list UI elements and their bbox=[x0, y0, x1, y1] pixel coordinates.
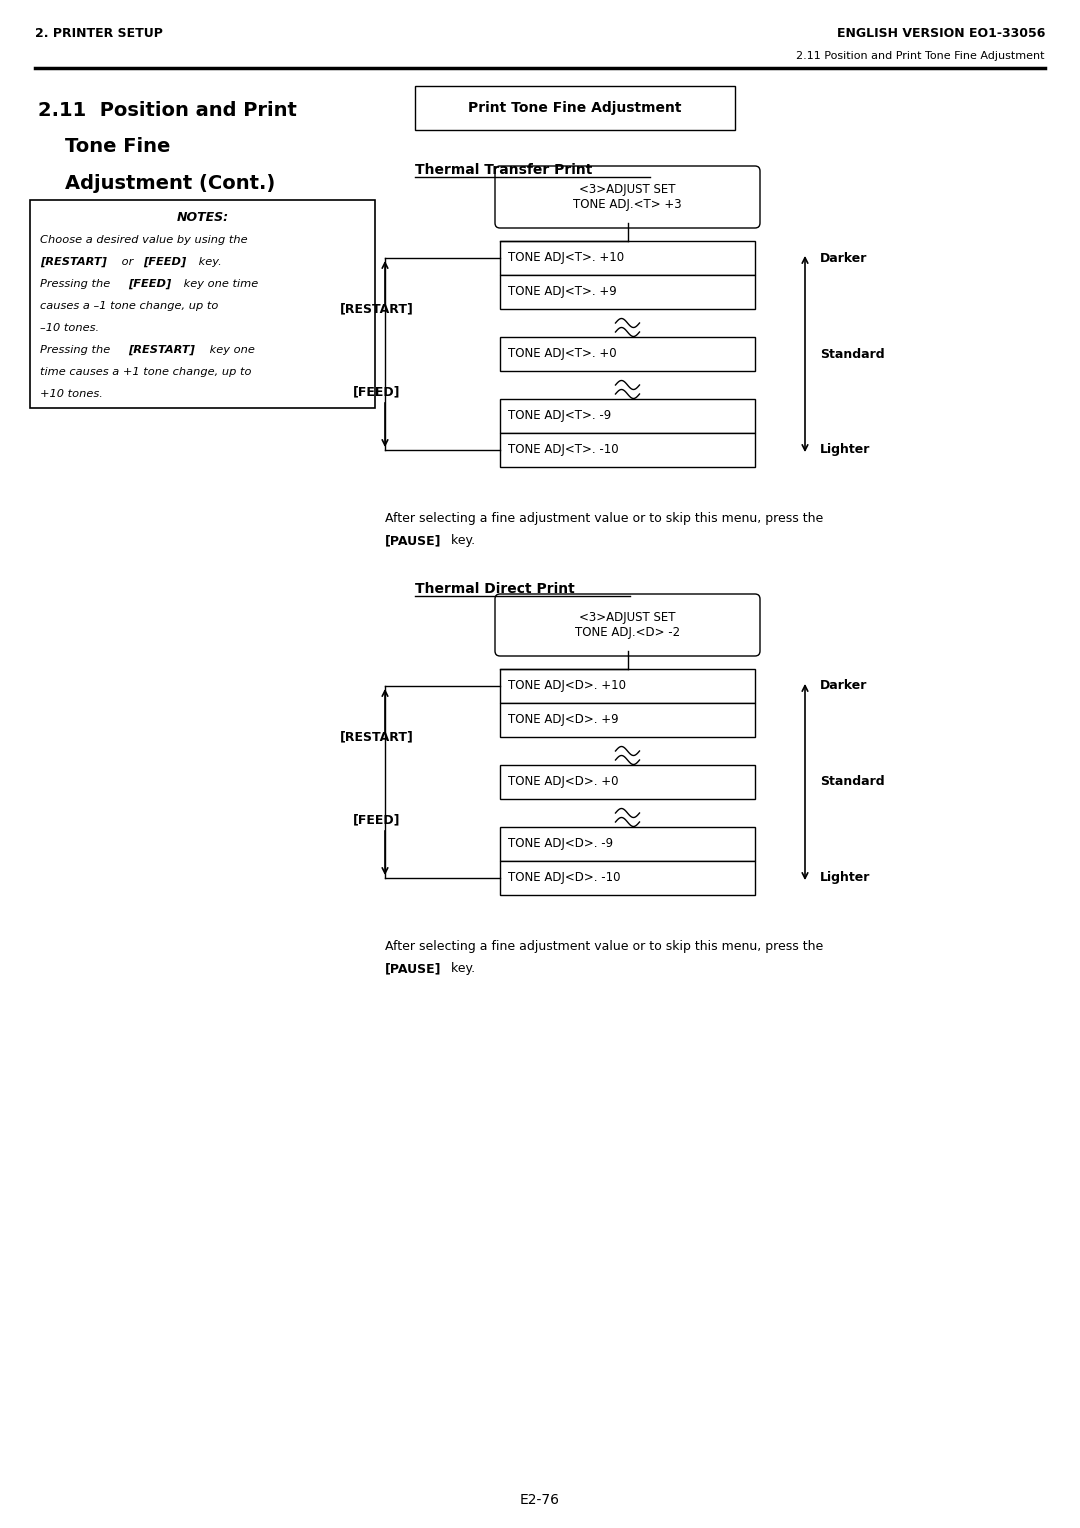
Text: key.: key. bbox=[447, 963, 475, 975]
Text: key.: key. bbox=[195, 257, 221, 267]
Text: 2.11 Position and Print Tone Fine Adjustment: 2.11 Position and Print Tone Fine Adjust… bbox=[797, 50, 1045, 61]
Text: causes a –1 tone change, up to: causes a –1 tone change, up to bbox=[40, 301, 218, 312]
Text: Pressing the: Pressing the bbox=[40, 280, 113, 289]
Text: Thermal Transfer Print: Thermal Transfer Print bbox=[415, 163, 592, 177]
Text: [PAUSE]: [PAUSE] bbox=[384, 963, 442, 975]
Text: [RESTART]: [RESTART] bbox=[340, 730, 414, 744]
Text: [PAUSE]: [PAUSE] bbox=[384, 535, 442, 547]
Text: <3>ADJUST SET
TONE ADJ.<D> -2: <3>ADJUST SET TONE ADJ.<D> -2 bbox=[575, 611, 680, 639]
Bar bbox=[500, 241, 755, 275]
Text: or: or bbox=[118, 257, 137, 267]
Bar bbox=[500, 432, 755, 468]
Text: [RESTART]: [RESTART] bbox=[40, 257, 107, 267]
Text: TONE ADJ<T>. +9: TONE ADJ<T>. +9 bbox=[508, 286, 617, 298]
Text: [RESTART]: [RESTART] bbox=[340, 303, 414, 315]
Text: key one: key one bbox=[206, 345, 255, 354]
Bar bbox=[500, 669, 755, 703]
Text: TONE ADJ<D>. -10: TONE ADJ<D>. -10 bbox=[508, 871, 621, 885]
Text: [FEED]: [FEED] bbox=[143, 257, 186, 267]
Text: TONE ADJ<D>. +9: TONE ADJ<D>. +9 bbox=[508, 714, 619, 726]
Text: 2. PRINTER SETUP: 2. PRINTER SETUP bbox=[35, 26, 163, 40]
Text: Lighter: Lighter bbox=[820, 871, 870, 885]
Bar bbox=[415, 86, 735, 130]
Text: +10 tones.: +10 tones. bbox=[40, 390, 103, 399]
Text: ENGLISH VERSION EO1-33056: ENGLISH VERSION EO1-33056 bbox=[837, 26, 1045, 40]
Text: Print Tone Fine Adjustment: Print Tone Fine Adjustment bbox=[469, 101, 681, 115]
Bar bbox=[500, 399, 755, 432]
FancyBboxPatch shape bbox=[495, 594, 760, 656]
Text: After selecting a fine adjustment value or to skip this menu, press the: After selecting a fine adjustment value … bbox=[384, 941, 823, 953]
Text: NOTES:: NOTES: bbox=[176, 211, 229, 223]
Text: Thermal Direct Print: Thermal Direct Print bbox=[415, 582, 575, 596]
Text: Choose a desired value by using the: Choose a desired value by using the bbox=[40, 235, 247, 244]
Text: Standard: Standard bbox=[820, 347, 885, 361]
Text: –10 tones.: –10 tones. bbox=[40, 322, 99, 333]
Text: TONE ADJ<D>. -9: TONE ADJ<D>. -9 bbox=[508, 837, 613, 851]
Text: <3>ADJUST SET
TONE ADJ.<T> +3: <3>ADJUST SET TONE ADJ.<T> +3 bbox=[573, 183, 681, 211]
Text: Adjustment (Cont.): Adjustment (Cont.) bbox=[65, 174, 275, 193]
Text: After selecting a fine adjustment value or to skip this menu, press the: After selecting a fine adjustment value … bbox=[384, 512, 823, 526]
Text: [FEED]: [FEED] bbox=[353, 385, 401, 399]
Bar bbox=[30, 200, 375, 408]
FancyBboxPatch shape bbox=[495, 167, 760, 228]
Bar bbox=[500, 766, 755, 799]
Text: Standard: Standard bbox=[820, 776, 885, 788]
Text: TONE ADJ<T>. +10: TONE ADJ<T>. +10 bbox=[508, 252, 624, 264]
Text: Darker: Darker bbox=[820, 252, 867, 264]
Text: time causes a +1 tone change, up to: time causes a +1 tone change, up to bbox=[40, 367, 252, 377]
Text: [FEED]: [FEED] bbox=[129, 280, 172, 289]
Bar bbox=[500, 860, 755, 895]
Text: TONE ADJ<T>. -9: TONE ADJ<T>. -9 bbox=[508, 410, 611, 423]
Text: key.: key. bbox=[447, 535, 475, 547]
Bar bbox=[500, 338, 755, 371]
Text: [RESTART]: [RESTART] bbox=[129, 345, 194, 354]
Bar bbox=[500, 827, 755, 860]
Text: Lighter: Lighter bbox=[820, 443, 870, 457]
Text: Darker: Darker bbox=[820, 680, 867, 692]
Text: [FEED]: [FEED] bbox=[353, 813, 401, 827]
Bar bbox=[500, 703, 755, 736]
Bar bbox=[500, 275, 755, 309]
Text: E2-76: E2-76 bbox=[519, 1493, 561, 1507]
Text: 2.11  Position and Print: 2.11 Position and Print bbox=[38, 101, 297, 119]
Text: TONE ADJ<T>. -10: TONE ADJ<T>. -10 bbox=[508, 443, 619, 457]
Text: Pressing the: Pressing the bbox=[40, 345, 113, 354]
Text: key one time: key one time bbox=[180, 280, 258, 289]
Text: TONE ADJ<D>. +0: TONE ADJ<D>. +0 bbox=[508, 776, 619, 788]
Text: Tone Fine: Tone Fine bbox=[65, 136, 171, 156]
Text: TONE ADJ<T>. +0: TONE ADJ<T>. +0 bbox=[508, 347, 617, 361]
Text: TONE ADJ<D>. +10: TONE ADJ<D>. +10 bbox=[508, 680, 626, 692]
